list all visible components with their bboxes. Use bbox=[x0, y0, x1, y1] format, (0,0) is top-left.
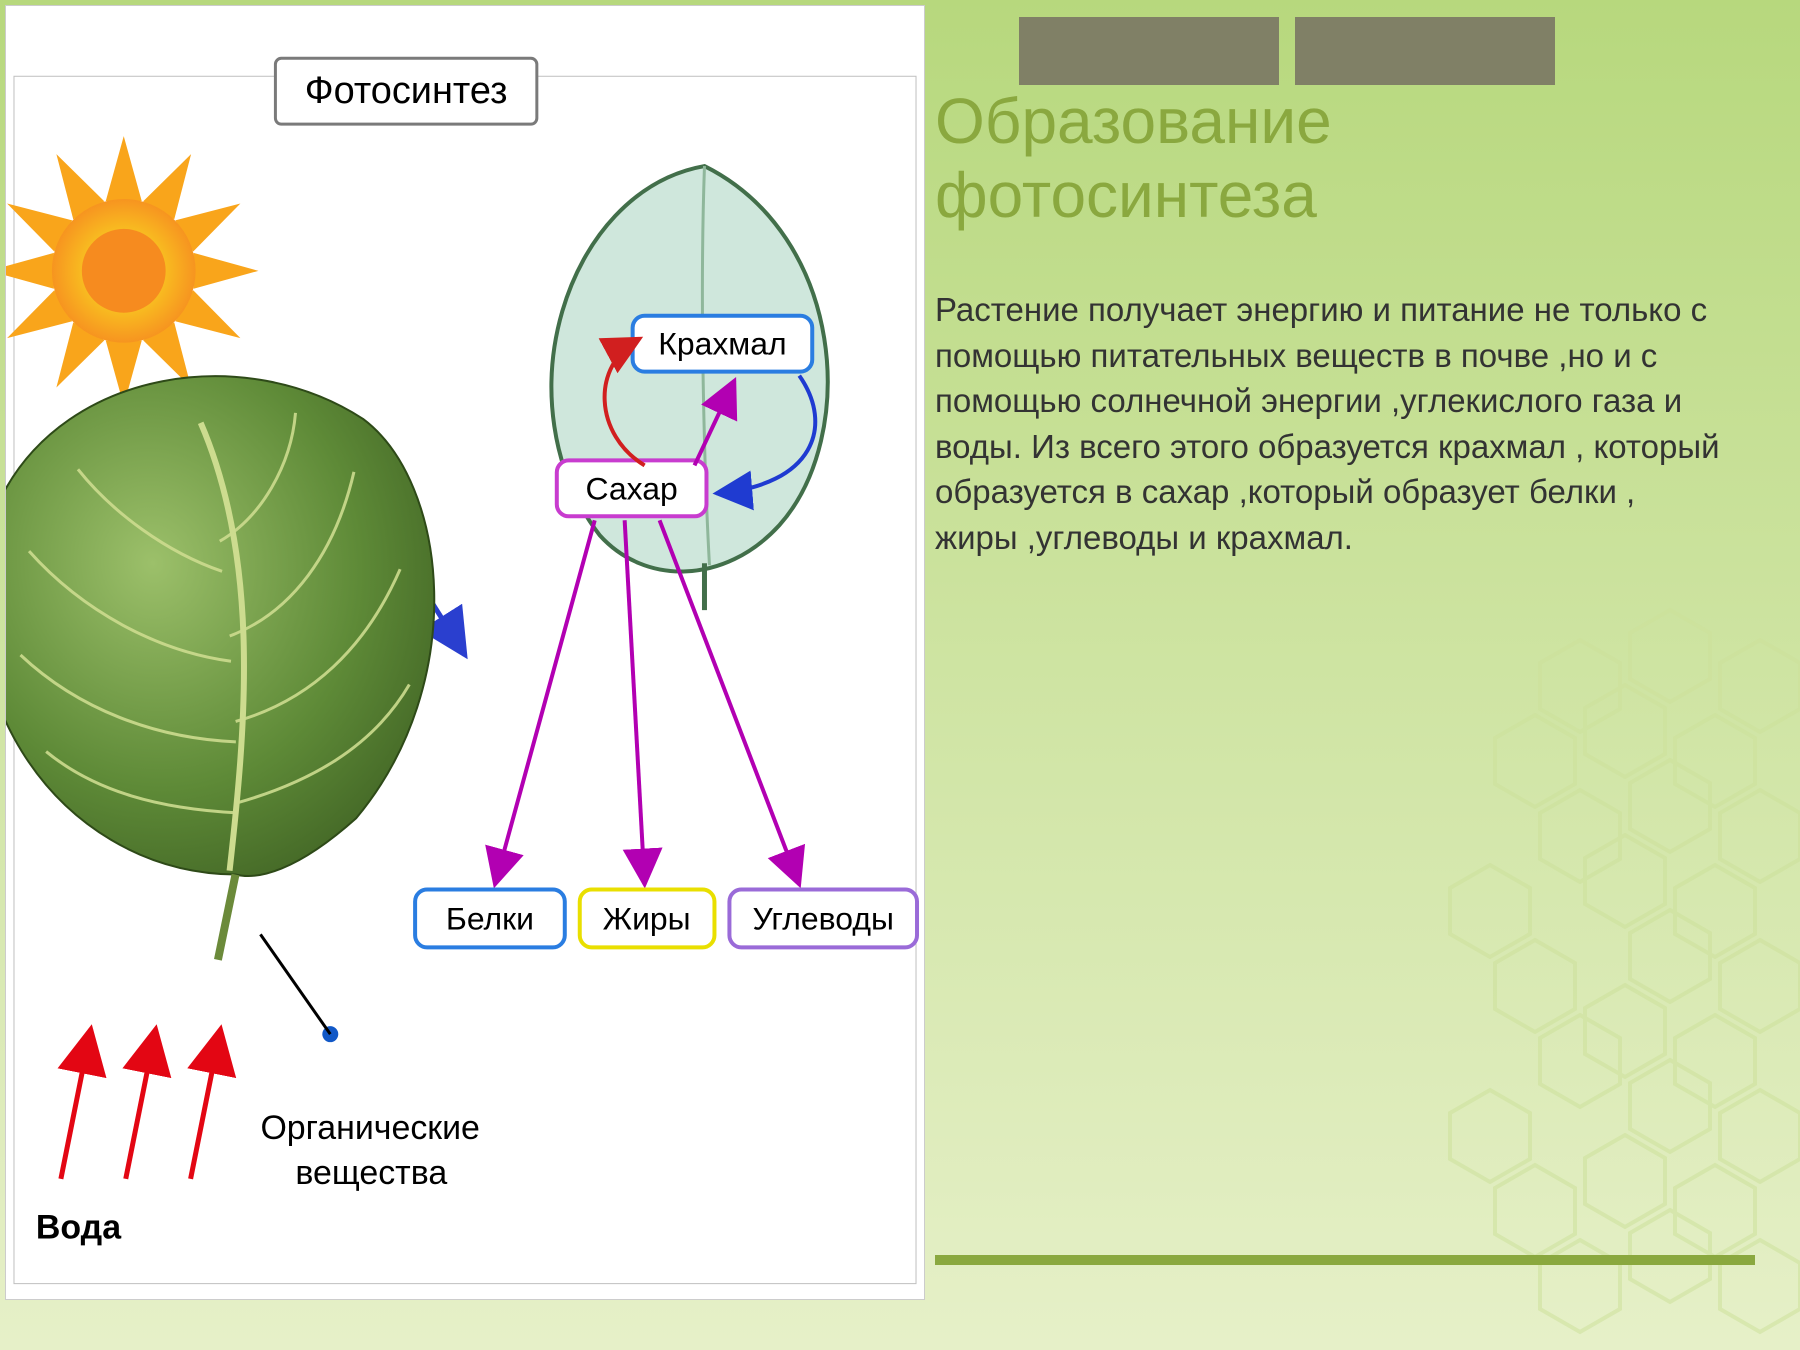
diagram-header-label: Фотосинтез bbox=[305, 70, 508, 112]
photosynthesis-diagram: Фотосинтез bbox=[5, 5, 925, 1300]
water-label: Вода bbox=[36, 1209, 122, 1247]
tab-decor bbox=[1019, 17, 1279, 85]
tab-decor bbox=[1295, 17, 1555, 85]
starch-label: Крахмал bbox=[658, 326, 786, 362]
organic-label-2: вещества bbox=[295, 1154, 447, 1192]
slide: Образование фотосинтеза Растение получае… bbox=[45, 45, 1755, 1305]
sun-icon bbox=[6, 136, 258, 405]
sugar-label: Сахар bbox=[585, 470, 677, 506]
decorative-tabs bbox=[1019, 17, 1555, 85]
carbs-label: Углеводы bbox=[753, 900, 894, 936]
text-panel: Образование фотосинтеза Растение получае… bbox=[935, 85, 1725, 560]
water-arrows bbox=[61, 1029, 221, 1179]
fats-label: Жиры bbox=[603, 900, 691, 936]
slide-title: Образование фотосинтеза bbox=[935, 85, 1725, 232]
slide-body: Растение получает энергию и питание не т… bbox=[935, 287, 1725, 560]
accent-bar bbox=[935, 1255, 1755, 1265]
leaf-schematic bbox=[551, 166, 827, 610]
organic-label-1: Органические bbox=[260, 1109, 479, 1147]
proteins-label: Белки bbox=[446, 900, 534, 936]
